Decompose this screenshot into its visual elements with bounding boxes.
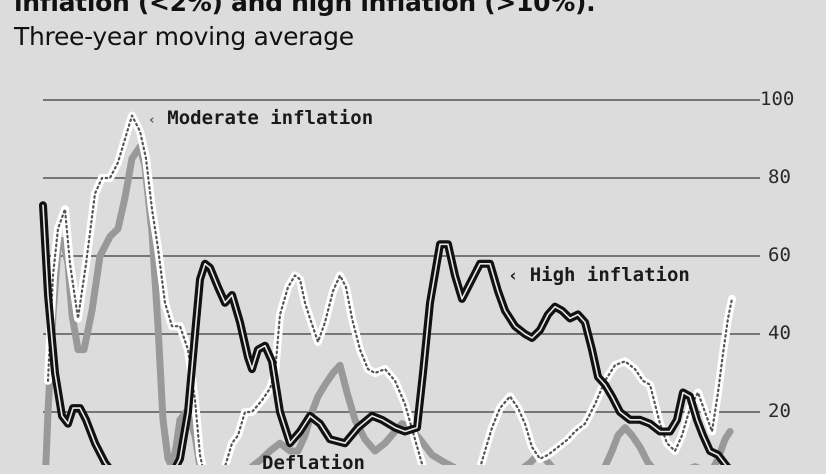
chart-title-line-2: Three-year moving average: [14, 22, 354, 51]
label-high-inflation: ‹ High inflation: [508, 264, 690, 286]
y-tick-100: 100: [760, 88, 795, 110]
label-deflation: Deflation: [262, 452, 365, 474]
series-moderate-inflation-line: [44, 111, 736, 465]
y-tick-20: 20: [768, 400, 791, 422]
chart-title-line-1: inflation (<2%) and high inflation (>10%…: [14, 0, 596, 17]
pointer-arrow-icon: ‹: [508, 266, 519, 286]
y-tick-60: 60: [768, 244, 791, 266]
series-deflation-line: [42, 143, 734, 465]
y-tick-80: 80: [768, 166, 791, 188]
label-high-inflation-text: High inflation: [529, 264, 690, 286]
label-moderate-inflation: ‹ Moderate inflation: [148, 107, 374, 129]
pointer-arrow-icon: ‹: [148, 113, 156, 128]
y-tick-40: 40: [768, 322, 791, 344]
label-moderate-inflation-text: Moderate inflation: [167, 107, 374, 129]
series-high-inflation-line: [39, 201, 732, 465]
gridlines: [43, 99, 760, 413]
